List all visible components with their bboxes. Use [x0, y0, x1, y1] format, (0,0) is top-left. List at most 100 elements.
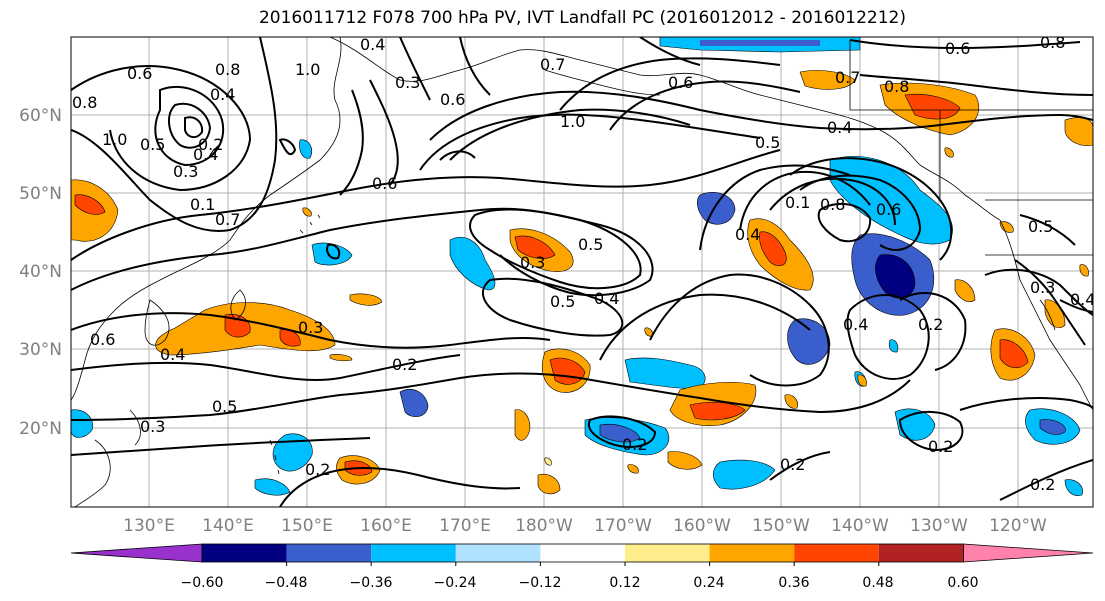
lon-label: 170°E — [439, 516, 491, 536]
contour-label: 0.2 — [918, 315, 943, 334]
contour-label: 0.7 — [540, 55, 565, 74]
positive-anomalies — [71, 70, 1093, 495]
contour-label: 0.3 — [140, 417, 165, 436]
contour-label: 0.2 — [780, 455, 805, 474]
contour-label: 0.5 — [550, 292, 575, 311]
lon-label: 130°W — [910, 516, 968, 536]
contour-label: 1.0 — [102, 130, 127, 149]
contour-label: 0.2 — [392, 355, 417, 374]
contour-label: 0.6 — [668, 73, 693, 92]
lon-label: 150°E — [281, 516, 333, 536]
colorbar-tick-label: 0.60 — [947, 575, 978, 591]
contour-label: 0.5 — [1028, 217, 1053, 236]
colorbar-extend-low — [70, 543, 203, 563]
contour-label: 0.2 — [1030, 475, 1055, 494]
lon-label: 150°W — [752, 516, 810, 536]
lon-label: 120°W — [989, 516, 1047, 536]
colorbar-extend-high — [963, 543, 1094, 563]
contour-label: 0.3 — [298, 318, 323, 337]
lat-label: 60°N — [19, 106, 62, 126]
contour-label: 0.1 — [190, 195, 215, 214]
lon-label: 170°W — [594, 516, 652, 536]
contour-label: 0.8 — [820, 195, 845, 214]
contour-label: 0.5 — [212, 397, 237, 416]
contour-label: 0.4 — [160, 345, 185, 364]
contour-label: 0.4 — [1070, 290, 1095, 309]
colorbar-tick-label: −0.48 — [265, 575, 308, 591]
colorbar-ticks — [286, 562, 880, 566]
map-frame — [70, 36, 1094, 508]
contour-label: 0.3 — [173, 162, 198, 181]
contour-label: 0.5 — [755, 133, 780, 152]
contour-label: 0.4 — [843, 315, 868, 334]
colorbar-segment — [625, 544, 710, 562]
contour-label: 0.8 — [1040, 33, 1065, 52]
contour-label: 1.0 — [560, 112, 585, 131]
colorbar-segment — [371, 544, 456, 562]
contour-label: 0.2 — [305, 460, 330, 479]
colorbar-tick-label: 0.36 — [778, 575, 809, 591]
colorbar-tick-label: 0.24 — [693, 575, 724, 591]
colorbar-tick-label: −0.24 — [434, 575, 477, 591]
contour-label: 0.2 — [622, 435, 647, 454]
contour-labels: 0.6 0.8 0.8 0.4 1.0 0.4 0.3 0.6 0.7 0.6 … — [72, 33, 1095, 494]
contour-label: 0.4 — [193, 145, 218, 164]
colorbar-segment — [540, 544, 625, 562]
contour-label: 0.6 — [90, 330, 115, 349]
map-title: 2016011712 F078 700 hPa PV, IVT Landfall… — [258, 8, 906, 28]
lon-label: 160°E — [360, 516, 412, 536]
colorbar-tick-label: 0.12 — [609, 575, 640, 591]
contour-label: 0.8 — [72, 93, 97, 112]
lon-label: 180°W — [515, 516, 573, 536]
pv-contours — [71, 37, 1093, 507]
colorbar-tick-label: 0.48 — [862, 575, 893, 591]
lon-label: 140°E — [202, 516, 254, 536]
colorbar-tick-label: −0.12 — [519, 575, 562, 591]
contour-label: 0.3 — [395, 73, 420, 92]
contour-label: 0.4 — [827, 118, 852, 137]
contour-label: 0.8 — [884, 77, 909, 96]
lon-label: 160°W — [673, 516, 731, 536]
colorbar-segment — [709, 544, 795, 562]
lat-label: 30°N — [19, 340, 62, 360]
longitude-labels: 130°E 140°E 150°E 160°E 170°E 180°W 170°… — [123, 516, 1047, 536]
contour-label: 0.4 — [360, 35, 385, 54]
colorbar-segment — [286, 544, 372, 562]
lat-label: 50°N — [19, 184, 62, 204]
contour-label: 0.6 — [127, 64, 152, 83]
colorbar-frame — [201, 543, 964, 563]
lon-label: 140°W — [831, 516, 889, 536]
contour-label: 0.4 — [735, 225, 760, 244]
contour-label: 1.0 — [295, 60, 320, 79]
contour-label: 0.2 — [928, 437, 953, 456]
lon-label: 130°E — [123, 516, 175, 536]
colorbar-segment — [794, 544, 879, 562]
colorbar-segment — [878, 544, 964, 562]
colorbar-tick-label: −0.36 — [350, 575, 393, 591]
colorbar-segment — [202, 544, 287, 562]
contour-label: 0.5 — [140, 135, 165, 154]
contour-label: 0.4 — [594, 289, 619, 308]
contour-label: 0.7 — [215, 210, 240, 229]
contour-label: 0.3 — [1030, 278, 1055, 297]
contour-label: 0.6 — [945, 39, 970, 58]
coastlines — [71, 37, 1093, 507]
contour-label: 0.6 — [372, 174, 397, 193]
contour-label: 0.3 — [520, 253, 545, 272]
contour-label: 0.5 — [578, 235, 603, 254]
contour-label: 0.6 — [876, 200, 901, 219]
contour-label: 0.7 — [835, 68, 860, 87]
colorbar-segment — [455, 544, 541, 562]
contour-label: 0.8 — [215, 60, 240, 79]
contour-label: 0.1 — [785, 193, 810, 212]
colorbar: −0.60 −0.48 −0.36 −0.24 −0.12 0.12 0.24 … — [70, 543, 1094, 591]
colorbar-segments — [70, 543, 1094, 563]
colorbar-tick-label: −0.60 — [181, 575, 224, 591]
contour-label: 0.6 — [440, 90, 465, 109]
contour-label: 0.2 — [198, 135, 223, 154]
lat-label: 20°N — [19, 419, 62, 439]
contour-label: 0.4 — [210, 85, 235, 104]
latitude-labels: 60°N 50°N 40°N 30°N 20°N — [19, 106, 62, 439]
colorbar-labels: −0.60 −0.48 −0.36 −0.24 −0.12 0.12 0.24 … — [181, 575, 979, 591]
